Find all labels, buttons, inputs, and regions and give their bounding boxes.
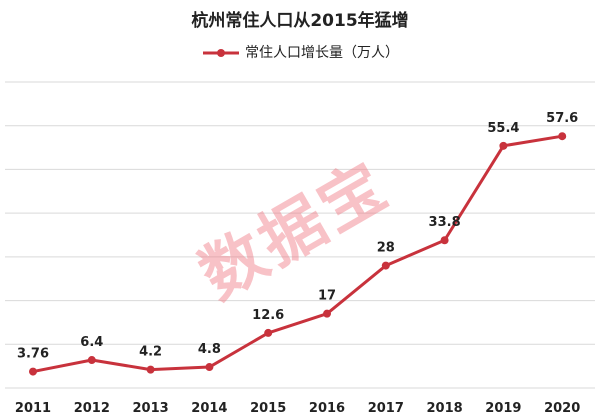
x-tick-label: 2019: [485, 401, 521, 416]
data-label: 4.8: [198, 342, 221, 357]
legend-label: 常住人口增长量（万人）: [245, 45, 399, 61]
x-tick-label: 2014: [191, 401, 227, 416]
data-label: 55.4: [487, 121, 519, 136]
data-label: 17: [318, 289, 336, 304]
series-line: [32, 134, 563, 374]
data-point: [264, 328, 273, 337]
data-label: 28: [377, 241, 395, 256]
data-point: [205, 363, 214, 372]
data-point: [146, 365, 155, 374]
legend: 常住人口增长量（万人）: [0, 42, 600, 62]
data-label: 57.6: [546, 111, 578, 126]
data-point: [381, 261, 390, 270]
data-label: 3.76: [17, 347, 49, 362]
data-label: 12.6: [252, 308, 284, 323]
data-point: [499, 141, 508, 150]
x-tick-label: 2012: [74, 401, 110, 416]
data-label: 33.8: [429, 215, 461, 230]
data-point: [440, 236, 449, 245]
data-label: 6.4: [80, 335, 103, 350]
data-point: [87, 356, 96, 365]
data-point: [29, 367, 37, 376]
x-tick-label: 2017: [368, 401, 404, 416]
chart-title: 杭州常住人口从2015年猛增: [191, 11, 409, 31]
x-tick-label: 2018: [427, 401, 463, 416]
x-tick-label: 2016: [309, 401, 345, 416]
x-tick-label: 2013: [133, 401, 169, 416]
x-tick-label: 2015: [250, 401, 286, 416]
data-point: [323, 309, 331, 318]
legend-marker: [203, 49, 239, 57]
data-point: [558, 132, 567, 141]
data-label: 4.2: [139, 345, 162, 360]
x-tick-label: 2011: [15, 401, 51, 416]
x-tick-label: 2020: [544, 401, 580, 416]
